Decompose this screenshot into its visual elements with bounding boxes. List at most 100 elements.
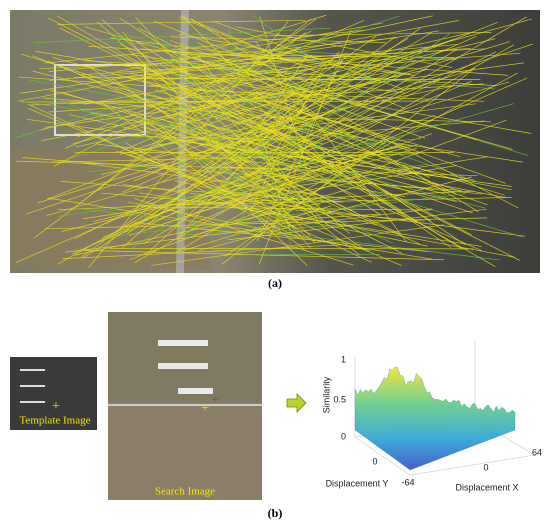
match-line: [189, 144, 404, 209]
match-line: [83, 250, 445, 261]
match-line: [48, 17, 472, 236]
match-line: [262, 122, 524, 163]
match-line: [246, 116, 491, 123]
match-line: [57, 19, 306, 25]
match-line: [58, 27, 520, 261]
z-tick-label: 0: [341, 431, 346, 441]
match-line: [259, 131, 291, 232]
match-line: [130, 54, 406, 94]
search-buildings: [158, 340, 213, 394]
match-line: [158, 197, 512, 206]
match-line: [184, 205, 332, 251]
match-line: [114, 193, 467, 237]
match-line: [34, 27, 331, 44]
match-line: [241, 64, 519, 209]
match-line: [32, 70, 324, 145]
match-line: [259, 16, 310, 177]
match-line: [237, 36, 377, 133]
match-line: [184, 103, 515, 199]
match-line: [122, 61, 328, 249]
match-line: [49, 44, 458, 81]
image-caption: Search Image: [155, 486, 215, 498]
z-tick-label: 0.5: [333, 394, 346, 404]
match-line: [84, 26, 477, 141]
match-line: [133, 198, 354, 266]
match-line: [29, 79, 410, 151]
match-line: [140, 48, 509, 76]
match-line: [135, 17, 328, 225]
z-axis-label: Similarity: [321, 376, 331, 413]
match-line: [101, 19, 351, 234]
arrow: [286, 393, 307, 413]
match-line: [134, 44, 515, 264]
match-line: [235, 47, 313, 68]
y-tick-label: 0: [372, 456, 377, 466]
match-line: [102, 103, 306, 250]
match-line: [99, 41, 457, 61]
match-line: [31, 89, 343, 106]
match-line: [256, 72, 518, 218]
match-line: [21, 100, 430, 103]
match-line: [181, 15, 406, 109]
match-line: [128, 41, 511, 156]
match-line: [41, 71, 390, 141]
x-axis-label: Displacement X: [455, 482, 518, 492]
match-line: [57, 163, 429, 217]
match-line: [191, 77, 528, 226]
match-line: [114, 15, 433, 84]
match-line: [129, 72, 342, 123]
match-line: [177, 71, 532, 134]
match-line: [65, 208, 433, 253]
match-line: [44, 29, 364, 64]
match-line: [142, 81, 506, 196]
match-line: [48, 83, 484, 113]
match-line: [132, 52, 380, 127]
match-line: [252, 91, 506, 184]
panel-label: (a): [268, 276, 282, 290]
match-line: [93, 145, 401, 223]
match-line: [227, 204, 428, 247]
match-line: [222, 166, 292, 170]
match-line: [190, 150, 310, 213]
match-line: [198, 139, 343, 175]
match-line: [70, 98, 335, 104]
panel-label: (b): [268, 506, 283, 520]
match-line: [229, 120, 485, 144]
image-caption: Template Image: [19, 415, 90, 427]
match-line: [119, 17, 431, 222]
similarity-surface: [354, 366, 516, 471]
match-line: [57, 190, 474, 211]
match-line: [37, 69, 471, 204]
match-line: [256, 170, 406, 198]
x-tick-label: 64: [532, 447, 542, 457]
match-line: [175, 173, 308, 253]
match-line: [62, 244, 344, 260]
match-line: [143, 16, 527, 245]
match-line: [40, 31, 475, 131]
match-line: [170, 36, 386, 43]
match-line: [258, 29, 352, 264]
match-line: [129, 33, 450, 251]
match-line: [135, 41, 403, 212]
match-line: [255, 41, 407, 242]
match-line: [115, 150, 377, 226]
match-line: [180, 224, 343, 236]
match-line: [83, 156, 488, 220]
match-line: [155, 89, 488, 206]
match-line: [97, 21, 301, 203]
marker: +: [212, 392, 219, 406]
match-line: [18, 76, 316, 98]
match-line: [252, 98, 461, 158]
match-line: [16, 160, 478, 177]
match-line: [220, 52, 521, 77]
match-line: [19, 100, 322, 148]
match-line: [169, 50, 292, 70]
match-line: [179, 51, 340, 237]
x-tick-label: 0: [483, 462, 488, 472]
match-line: [47, 60, 483, 252]
match-line: [137, 118, 403, 254]
match-line: [177, 113, 473, 214]
match-line: [197, 55, 319, 222]
match-line: [198, 225, 294, 252]
